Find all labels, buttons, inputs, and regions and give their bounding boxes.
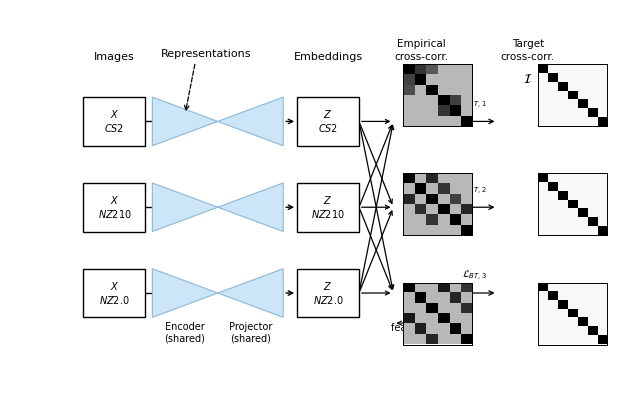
Polygon shape bbox=[218, 183, 284, 232]
Polygon shape bbox=[152, 97, 218, 146]
Bar bbox=[83, 183, 145, 232]
Text: $\mathcal{I}$: $\mathcal{I}$ bbox=[523, 73, 532, 86]
Polygon shape bbox=[152, 183, 218, 232]
Bar bbox=[83, 269, 145, 317]
Text: Empirical
cross-corr.: Empirical cross-corr. bbox=[394, 39, 448, 62]
Text: Target
cross-corr.: Target cross-corr. bbox=[500, 39, 555, 62]
Text: $\mathcal{L}_{BT,2}$: $\mathcal{L}_{BT,2}$ bbox=[462, 183, 487, 197]
Polygon shape bbox=[218, 97, 284, 146]
Bar bbox=[297, 97, 359, 146]
Bar bbox=[297, 269, 359, 317]
Polygon shape bbox=[152, 269, 218, 317]
Text: $Z$
$NZ210$: $Z$ $NZ210$ bbox=[311, 194, 345, 220]
Text: $\mathcal{L}_{BT,1}$: $\mathcal{L}_{BT,1}$ bbox=[462, 97, 487, 111]
Text: Images: Images bbox=[94, 52, 135, 62]
Text: $X$
$NZ2.0$: $X$ $NZ2.0$ bbox=[99, 280, 130, 306]
Text: feature dim.: feature dim. bbox=[391, 323, 451, 333]
Text: Projector
(shared): Projector (shared) bbox=[229, 322, 272, 344]
Text: $X$
$NZ210$: $X$ $NZ210$ bbox=[97, 194, 131, 220]
Text: $Z$
$CS2$: $Z$ $CS2$ bbox=[318, 109, 338, 134]
Text: Representations: Representations bbox=[161, 49, 251, 59]
Text: $\mathcal{C}$: $\mathcal{C}$ bbox=[416, 73, 426, 86]
Text: Embeddings: Embeddings bbox=[293, 52, 363, 62]
Polygon shape bbox=[218, 269, 284, 317]
Bar bbox=[83, 97, 145, 146]
Text: $Z$
$NZ2.0$: $Z$ $NZ2.0$ bbox=[312, 280, 344, 306]
Text: $\mathcal{L}_{BT,3}$: $\mathcal{L}_{BT,3}$ bbox=[462, 269, 487, 283]
Text: $X$
$CS2$: $X$ $CS2$ bbox=[104, 109, 125, 134]
Bar bbox=[297, 183, 359, 232]
Text: Encoder
(shared): Encoder (shared) bbox=[164, 322, 205, 344]
